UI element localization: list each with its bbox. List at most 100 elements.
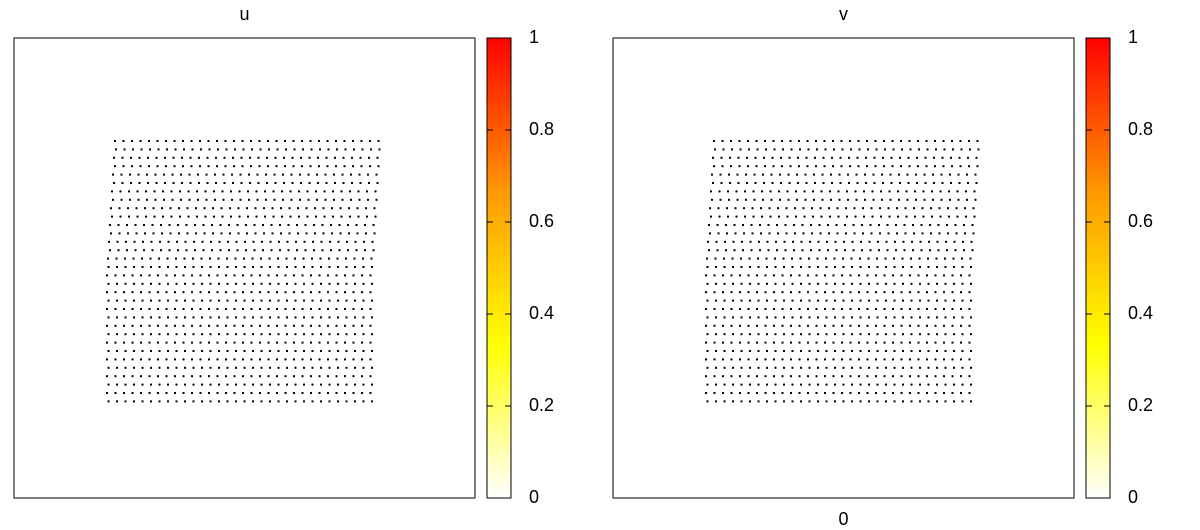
mesh-point	[824, 392, 826, 394]
mesh-point	[358, 198, 361, 201]
mesh-point	[138, 156, 141, 159]
mesh-point	[826, 240, 828, 243]
mesh-point	[867, 257, 870, 260]
mesh-point	[726, 207, 728, 210]
mesh-point	[225, 341, 227, 344]
mesh-point	[327, 274, 329, 277]
mesh-point	[276, 358, 278, 361]
mesh-point	[323, 215, 326, 218]
mesh-point	[123, 324, 125, 327]
mesh-point	[273, 173, 276, 176]
mesh-point	[236, 224, 239, 226]
mesh-point	[847, 173, 849, 176]
mesh-point	[157, 274, 159, 277]
mesh-point	[209, 366, 212, 369]
mesh-point	[892, 291, 894, 294]
mesh-point	[783, 333, 785, 336]
mesh-point	[182, 324, 185, 327]
colorbar-tick-label: 0.4	[529, 303, 554, 323]
mesh-point	[282, 173, 284, 176]
mesh-point	[151, 224, 154, 226]
x-label: 0	[838, 509, 848, 529]
mesh-point	[740, 400, 743, 403]
mesh-point	[243, 257, 245, 260]
mesh-point	[885, 299, 887, 302]
mesh-point	[237, 207, 240, 210]
mesh-point	[352, 341, 355, 344]
mesh-point	[860, 240, 862, 243]
mesh-point	[136, 215, 139, 218]
mesh-point	[225, 148, 228, 151]
mesh-points	[106, 140, 381, 403]
mesh-point	[165, 324, 168, 327]
mesh-point	[880, 190, 882, 193]
mesh-point	[225, 358, 227, 361]
mesh-point	[277, 299, 280, 302]
mesh-point	[760, 207, 762, 210]
mesh-point	[839, 156, 842, 159]
mesh-point	[241, 140, 244, 142]
mesh-point	[351, 156, 353, 159]
mesh-point	[307, 173, 310, 176]
mesh-point	[883, 358, 886, 361]
mesh-point	[153, 190, 156, 193]
mesh-point	[892, 274, 894, 277]
mesh-point	[842, 282, 845, 285]
mesh-point	[179, 190, 181, 193]
mesh-point	[201, 366, 203, 369]
mesh-point	[140, 375, 142, 378]
mesh-point	[841, 341, 843, 344]
mesh-point	[352, 165, 354, 168]
mesh-point	[204, 215, 207, 218]
mesh-point	[198, 182, 200, 184]
mesh-point	[276, 324, 278, 327]
mesh-point	[191, 324, 193, 327]
mesh-point	[917, 291, 920, 294]
mesh-point	[852, 224, 855, 226]
mesh-point	[739, 148, 742, 151]
mesh-point	[944, 299, 947, 302]
mesh-point	[823, 165, 826, 168]
mesh-point	[175, 316, 178, 319]
mesh-point	[904, 207, 907, 210]
mesh-point	[966, 198, 968, 201]
mesh-point	[205, 173, 208, 176]
mesh-point	[197, 198, 199, 201]
mesh-point	[285, 257, 288, 260]
mesh-point	[896, 232, 898, 235]
mesh-point	[141, 266, 144, 268]
mesh-point	[859, 400, 862, 403]
mesh-point	[841, 291, 843, 294]
mesh-point	[722, 148, 725, 151]
mesh-point	[160, 249, 162, 252]
mesh-point	[814, 156, 816, 159]
mesh-point	[339, 207, 342, 210]
mesh-point	[114, 165, 116, 168]
mesh-point	[783, 366, 785, 369]
mesh-point	[732, 299, 734, 302]
mesh-point	[817, 266, 819, 268]
mesh-point	[321, 249, 324, 252]
mesh-point	[976, 165, 979, 168]
mesh-point	[923, 173, 926, 176]
mesh-point	[760, 232, 762, 235]
mesh-point	[941, 156, 944, 159]
mesh-point	[260, 333, 263, 336]
mesh-point	[944, 400, 947, 403]
mesh-point	[269, 333, 271, 336]
mesh-point	[943, 291, 945, 294]
mesh-point	[361, 375, 363, 378]
mesh-point	[722, 291, 724, 294]
mesh-point	[706, 266, 709, 268]
mesh-point	[934, 358, 937, 361]
mesh-point	[320, 282, 322, 285]
mesh-point	[777, 207, 779, 210]
mesh-point	[706, 350, 709, 352]
mesh-point	[176, 240, 178, 243]
mesh-point	[948, 190, 950, 193]
mesh-point	[815, 291, 818, 294]
mesh-point	[715, 266, 717, 268]
mesh-point	[116, 282, 118, 285]
mesh-point	[248, 173, 250, 176]
mesh-point	[805, 156, 808, 159]
